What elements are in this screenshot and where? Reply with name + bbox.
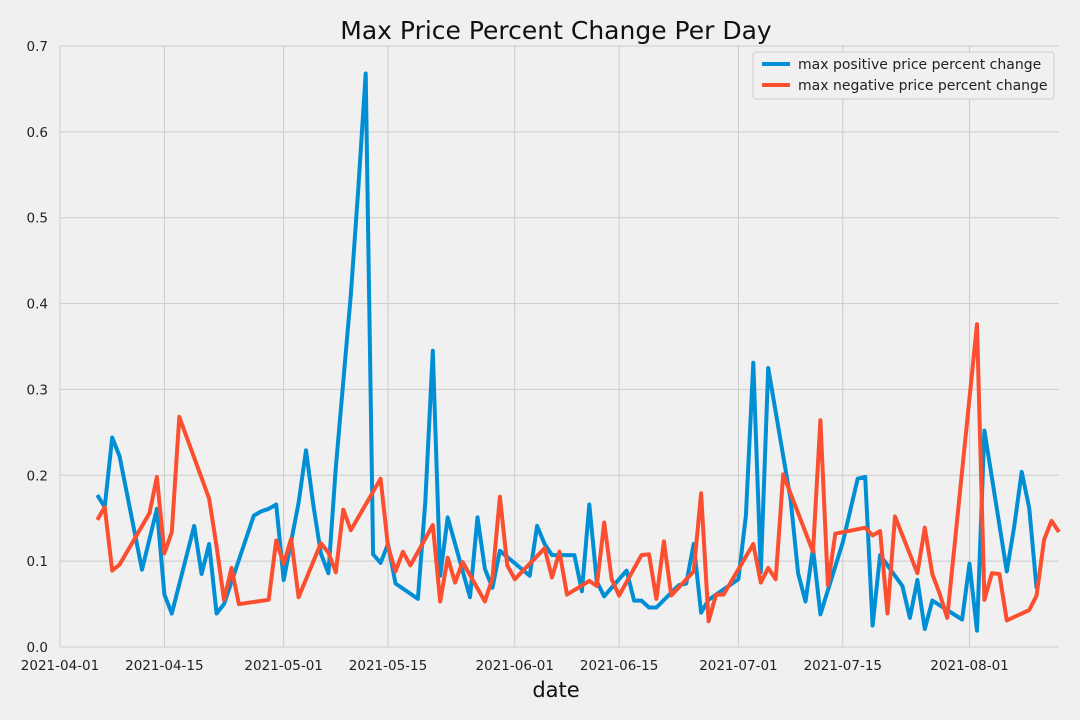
series-line-positive: [95, 71, 1039, 633]
y-tick-label: 0.4: [27, 297, 48, 313]
legend-label-negative: max negative price percent change: [798, 78, 1048, 94]
x-axis-label: date: [532, 678, 579, 702]
y-tick-label: 0.6: [27, 125, 48, 141]
x-tick-label: 2021-07-01: [699, 658, 777, 674]
x-tick-label: 2021-07-15: [804, 658, 882, 674]
series-line-negative: [95, 322, 1061, 624]
legend-box: [752, 51, 1055, 100]
axis-ticks: 2021-04-01 2021-04-15 2021-05-01 2021-05-15…: [21, 39, 1009, 674]
y-tick-label: 0.2: [27, 468, 48, 484]
series-lines: [95, 71, 1061, 633]
y-tick-label: 0.7: [27, 39, 48, 55]
grid: [59, 45, 1059, 648]
x-tick-label: 2021-04-01: [21, 658, 99, 674]
legend: max positive price percent change max ne…: [752, 51, 1055, 100]
x-tick-label: 2021-06-01: [476, 658, 554, 674]
x-tick-label: 2021-08-01: [930, 658, 1008, 674]
y-tick-label: 0.5: [27, 211, 48, 227]
y-tick-label: 0.1: [27, 554, 48, 570]
x-tick-label: 2021-05-15: [349, 658, 427, 674]
x-tick-label: 2021-06-15: [580, 658, 658, 674]
x-tick-label: 2021-04-15: [125, 658, 203, 674]
chart-title: Max Price Percent Change Per Day: [340, 16, 772, 45]
x-tick-label: 2021-05-01: [244, 658, 322, 674]
y-tick-label: 0.3: [27, 382, 48, 398]
y-tick-label: 0.0: [27, 640, 48, 656]
legend-label-positive: max positive price percent change: [798, 57, 1041, 73]
